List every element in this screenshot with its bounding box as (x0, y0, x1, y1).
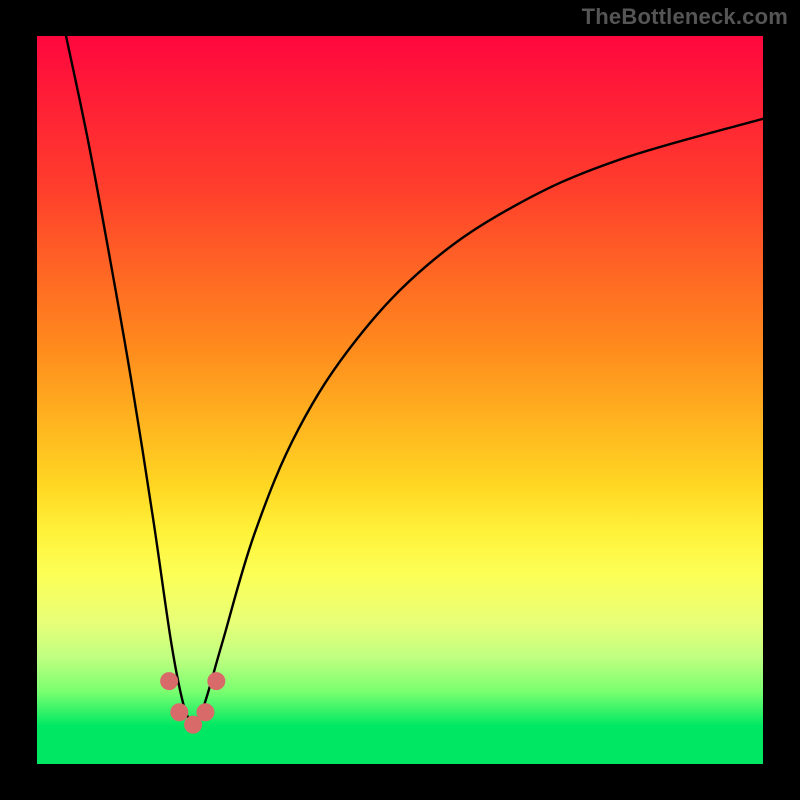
chart-container: TheBottleneck.com (0, 0, 800, 800)
plot-gradient-area (37, 36, 763, 726)
bottom-green-band (37, 726, 763, 764)
watermark-text: TheBottleneck.com (582, 4, 788, 30)
